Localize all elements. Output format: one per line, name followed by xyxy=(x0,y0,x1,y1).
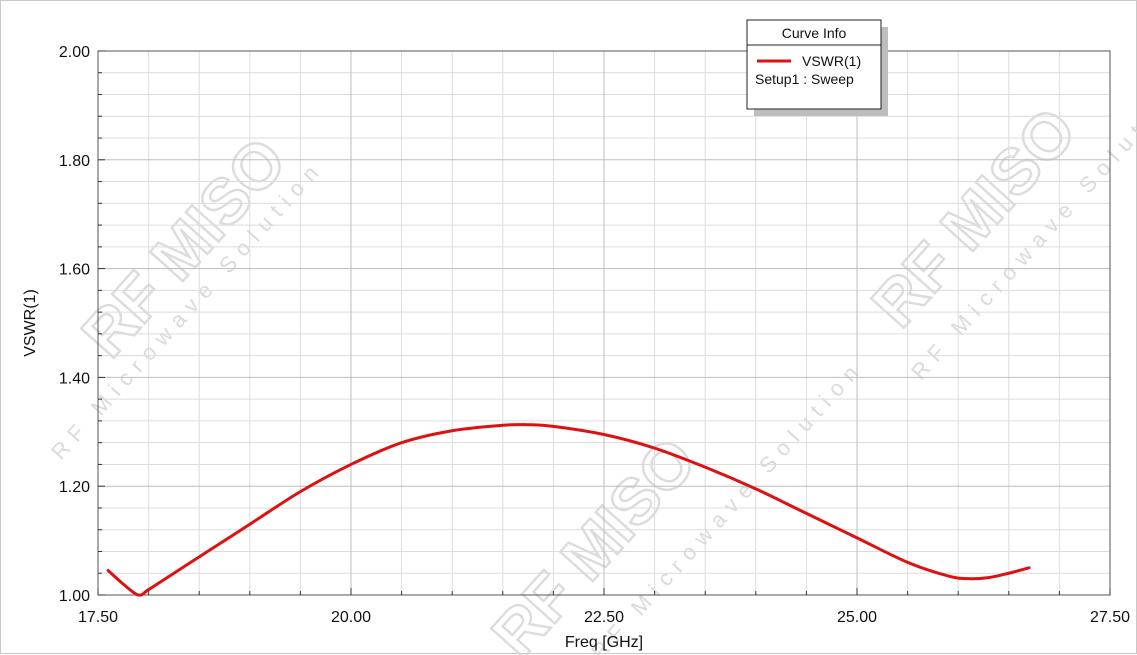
x-tick-label: 25.00 xyxy=(837,609,877,626)
y-tick-label: 1.80 xyxy=(59,153,90,170)
x-axis-title: Freq [GHz] xyxy=(565,634,643,651)
y-tick-label: 1.20 xyxy=(59,479,90,496)
watermark: RF MISO RF Microwave Solution RF MISO RF… xyxy=(46,75,1137,655)
x-tick-label: 27.50 xyxy=(1090,609,1130,626)
y-tick-label: 2.00 xyxy=(59,44,90,61)
series-group xyxy=(106,423,1031,597)
series-line-vswr xyxy=(106,423,1031,597)
legend-box xyxy=(746,19,882,110)
y-axis-title: VSWR(1) xyxy=(22,289,39,357)
y-tick-label: 1.40 xyxy=(59,370,90,387)
x-tick-label: 20.00 xyxy=(331,609,371,626)
axis-ticks xyxy=(97,50,1111,596)
x-tick-label: 22.50 xyxy=(584,609,624,626)
x-tick-label: 17.50 xyxy=(78,609,118,626)
y-tick-label: 1.00 xyxy=(59,588,90,605)
legend-entry-label: VSWR(1) xyxy=(802,53,861,69)
x-tick-labels: 17.50 20.00 22.50 25.00 27.50 xyxy=(78,609,1130,626)
legend-title: Curve Info xyxy=(782,25,847,41)
legend-entry-sublabel: Setup1 : Sweep xyxy=(755,71,854,87)
y-tick-labels: 1.00 1.20 1.40 1.60 1.80 2.00 xyxy=(59,44,90,605)
y-tick-label: 1.60 xyxy=(59,262,90,279)
legend[interactable]: Curve Info VSWR(1) Setup1 : Sweep xyxy=(746,19,888,116)
